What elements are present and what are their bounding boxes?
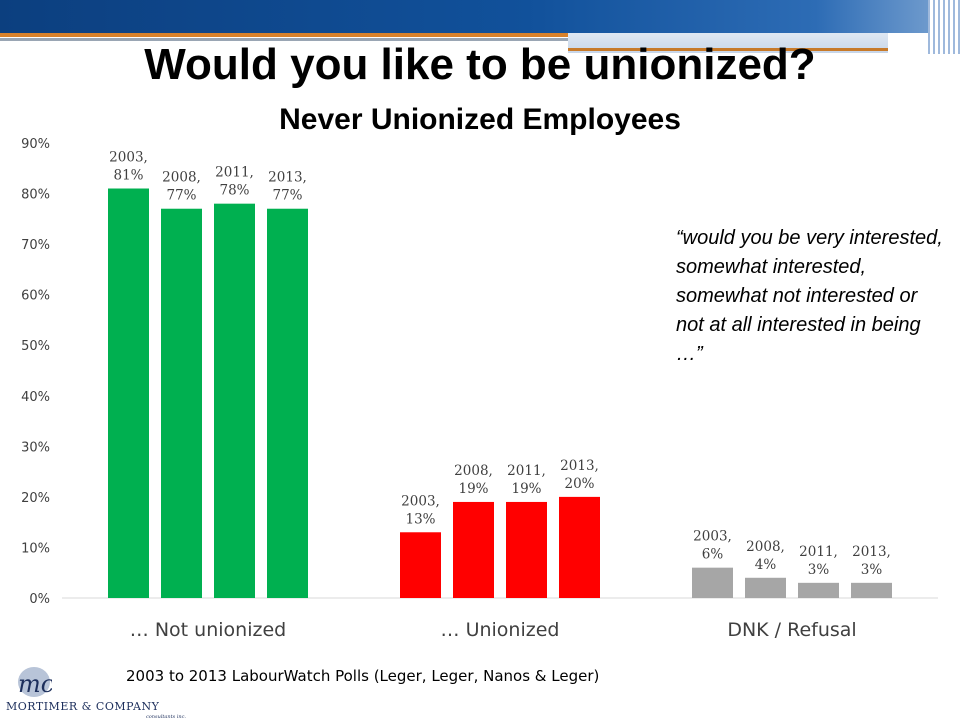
data-label: 81% bbox=[113, 168, 143, 184]
y-tick-label: 20% bbox=[21, 491, 50, 506]
bar bbox=[400, 532, 441, 598]
y-tick-label: 90% bbox=[21, 137, 50, 152]
banner-vertical-bars bbox=[928, 0, 960, 54]
data-label: 2011, bbox=[215, 165, 254, 181]
data-label: 78% bbox=[219, 183, 249, 199]
bar bbox=[692, 567, 733, 598]
banner-gray-rule bbox=[0, 38, 568, 41]
y-tick-label: 10% bbox=[21, 541, 50, 556]
data-label: 2008, bbox=[746, 539, 785, 555]
logo-sub: consultants inc. bbox=[146, 714, 186, 720]
logo-monogram-icon: mc bbox=[18, 667, 52, 698]
y-tick-label: 30% bbox=[21, 440, 50, 455]
data-label: 2008, bbox=[454, 463, 493, 479]
data-label: 77% bbox=[272, 188, 302, 204]
company-logo: mc Mortimer & Company consultants inc. bbox=[6, 664, 206, 720]
banner-blue-band bbox=[0, 0, 960, 33]
data-label: 2011, bbox=[799, 544, 838, 560]
y-tick-label: 0% bbox=[29, 592, 50, 607]
data-label: 2008, bbox=[162, 170, 201, 186]
category-label: DNK / Refusal bbox=[727, 619, 856, 641]
slide-subtitle: Never Unionized Employees bbox=[279, 103, 681, 136]
data-label: 20% bbox=[564, 476, 594, 492]
bar bbox=[453, 501, 494, 598]
data-label: 2003, bbox=[401, 493, 440, 509]
logo-name: Mortimer & Company bbox=[6, 700, 160, 713]
bar bbox=[559, 496, 600, 598]
data-label: 2003, bbox=[693, 529, 732, 545]
top-banner bbox=[0, 0, 960, 54]
data-label: 6% bbox=[702, 547, 724, 563]
question-note: “would you be very interested, somewhat … bbox=[676, 227, 943, 365]
data-label: 13% bbox=[405, 511, 435, 527]
data-label: 2013, bbox=[268, 170, 307, 186]
data-label: 3% bbox=[861, 562, 883, 578]
data-label: 2013, bbox=[560, 458, 599, 474]
y-tick-label: 60% bbox=[21, 289, 50, 304]
bar bbox=[161, 208, 202, 598]
bar bbox=[267, 208, 308, 598]
data-label: 4% bbox=[755, 557, 777, 573]
y-tick-label: 80% bbox=[21, 188, 50, 203]
bar bbox=[798, 582, 839, 598]
data-label: 19% bbox=[458, 481, 488, 497]
data-label: 19% bbox=[511, 481, 541, 497]
bar bbox=[506, 501, 547, 598]
banner-stripe-rule bbox=[568, 48, 888, 51]
category-label: … Not unionized bbox=[130, 619, 286, 641]
slide-title: Would you like to be unionized? bbox=[144, 40, 816, 89]
data-label: 77% bbox=[166, 188, 196, 204]
data-label: 2011, bbox=[507, 463, 546, 479]
y-tick-label: 50% bbox=[21, 339, 50, 354]
category-label: … Unionized bbox=[441, 619, 560, 641]
source-caption: 2003 to 2013 LabourWatch Polls (Leger, L… bbox=[126, 667, 600, 685]
bar bbox=[214, 203, 255, 598]
data-label: 2013, bbox=[852, 544, 891, 560]
y-tick-label: 40% bbox=[21, 390, 50, 405]
bar bbox=[108, 188, 149, 598]
bar bbox=[745, 577, 786, 598]
banner-orange-rule bbox=[0, 33, 568, 37]
y-tick-label: 70% bbox=[21, 238, 50, 253]
bar bbox=[851, 582, 892, 598]
svg-text:mc: mc bbox=[18, 670, 52, 698]
data-label: 2003, bbox=[109, 150, 148, 166]
data-label: 3% bbox=[808, 562, 830, 578]
